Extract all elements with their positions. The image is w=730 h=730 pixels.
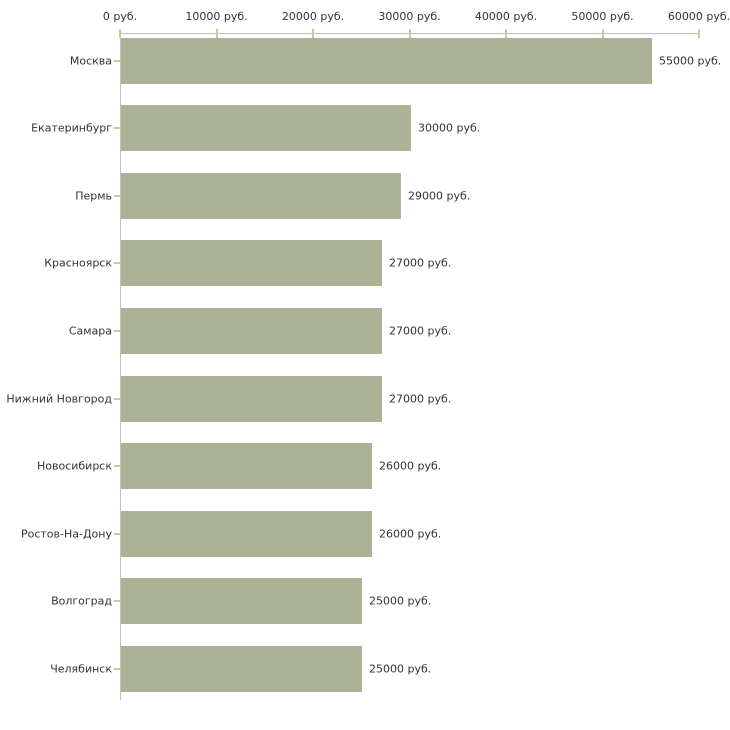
category-label: Волгоград (51, 594, 112, 608)
category-label: Челябинск (50, 662, 112, 676)
x-tick-mark (215, 29, 218, 38)
bar (121, 375, 382, 422)
x-tick-label: 50000 руб. (571, 10, 634, 23)
value-label: 26000 руб. (379, 459, 442, 473)
x-tick-label: 30000 руб. (378, 10, 441, 23)
x-tick-label: 10000 руб. (185, 10, 248, 23)
x-tick-mark (601, 29, 604, 38)
y-tick-mark (114, 465, 120, 468)
value-label: 25000 руб. (369, 662, 432, 676)
category-label: Ростов-На-Дону (20, 527, 112, 541)
category-label: Самара (68, 324, 112, 338)
y-axis-line (120, 33, 121, 700)
value-label: 27000 руб. (389, 392, 452, 405)
category-label: Новосибирск (36, 459, 112, 473)
x-tick-mark (119, 29, 121, 38)
x-tick-mark (698, 29, 700, 38)
x-tick-mark (408, 29, 411, 38)
y-tick-mark (114, 397, 120, 400)
value-label: 27000 руб. (389, 256, 452, 270)
x-tick-mark (505, 29, 507, 38)
y-tick-mark (114, 667, 120, 670)
y-tick-mark (114, 532, 120, 535)
bar (121, 510, 372, 557)
bar (121, 645, 362, 692)
x-tick-label: 0 руб. (102, 10, 138, 23)
category-label: Екатеринбург (31, 121, 112, 135)
value-label: 29000 руб. (408, 189, 471, 203)
category-label: Москва (69, 54, 112, 67)
bar (121, 37, 652, 84)
x-tick-label: 60000 руб. (667, 10, 730, 23)
x-tick-label: 20000 руб. (281, 10, 345, 23)
value-label: 55000 руб. (659, 54, 722, 67)
category-label: Красноярск (44, 256, 112, 270)
y-tick-mark (114, 600, 120, 603)
category-label: Нижний Новгород (6, 392, 112, 405)
category-label: Пермь (75, 189, 112, 203)
value-label: 25000 руб. (369, 594, 432, 608)
y-tick-mark (114, 59, 120, 62)
bar (121, 172, 401, 219)
y-tick-mark (114, 127, 120, 130)
bar (121, 578, 362, 625)
value-label: 30000 руб. (418, 121, 481, 135)
x-tick-mark (312, 29, 314, 38)
y-tick-mark (114, 262, 120, 265)
bar (121, 105, 411, 152)
y-tick-mark (114, 329, 120, 332)
bar (121, 443, 372, 490)
x-tick-label: 40000 руб. (474, 10, 538, 23)
value-label: 26000 руб. (379, 527, 442, 541)
y-tick-mark (114, 194, 120, 197)
bar (121, 240, 382, 287)
bar (121, 307, 382, 354)
value-label: 27000 руб. (389, 324, 452, 338)
